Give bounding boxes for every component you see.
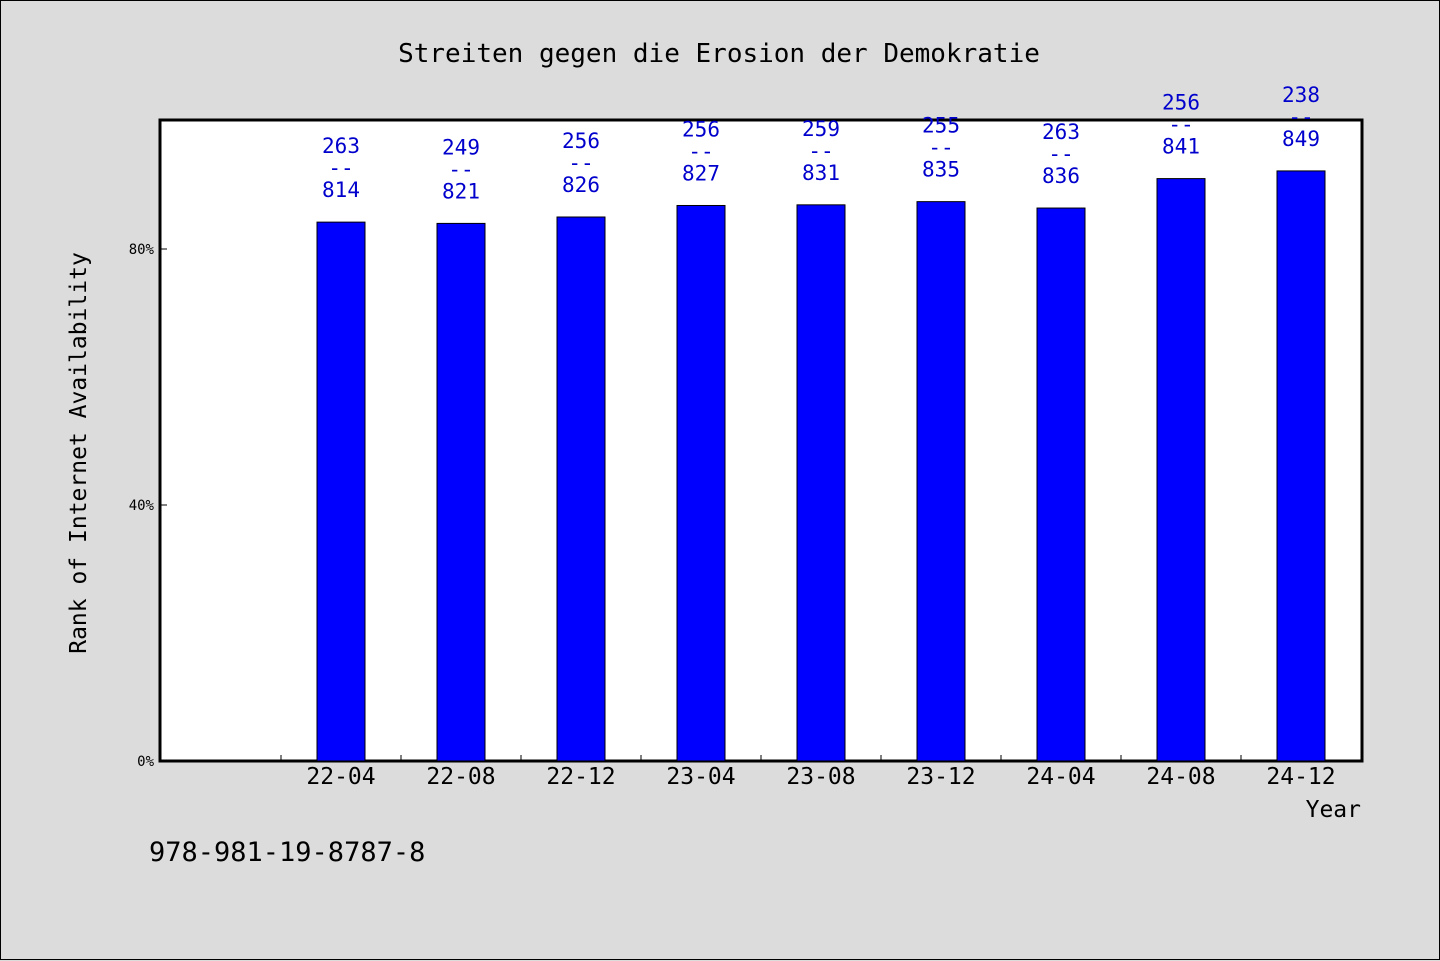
x-tick-label: 24-04 — [1026, 764, 1095, 790]
bar — [1276, 170, 1326, 762]
x-tick-label: 22-08 — [426, 764, 495, 790]
y-tick-label: 0% — [137, 754, 154, 770]
data-label: 238 — [1282, 83, 1320, 107]
data-label: 827 — [682, 161, 720, 185]
data-label: 814 — [322, 178, 360, 202]
data-label: -- — [1168, 113, 1193, 137]
data-label: 259 — [802, 117, 840, 141]
data-label: 836 — [1042, 164, 1080, 188]
y-axis-ticks: 0% 40% 80% — [129, 242, 167, 770]
data-label: 841 — [1162, 135, 1200, 159]
data-label: 255 — [922, 114, 960, 138]
data-label: 249 — [442, 135, 480, 159]
y-axis-label: Rank of Internet Availability — [66, 252, 92, 654]
data-label: 263 — [322, 134, 360, 158]
data-label: -- — [1048, 142, 1073, 166]
data-label: -- — [448, 157, 473, 181]
x-tick-label: 24-12 — [1266, 764, 1335, 790]
x-tick-label: 24-08 — [1146, 764, 1215, 790]
bar — [316, 221, 366, 762]
x-tick-label: 23-12 — [906, 764, 975, 790]
data-label: 831 — [802, 161, 840, 185]
data-label: 835 — [922, 158, 960, 182]
y-tick-label: 40% — [129, 498, 155, 514]
bar — [796, 204, 846, 762]
x-tick-label: 22-04 — [306, 764, 375, 790]
data-label: 821 — [442, 179, 480, 203]
x-axis-ticks: 22-04 22-08 22-12 23-04 23-08 23-12 24-04 24-08… — [280, 755, 1362, 790]
bar — [556, 216, 606, 762]
data-label: -- — [568, 151, 593, 175]
data-label: -- — [328, 156, 353, 180]
data-label: -- — [808, 139, 833, 163]
data-label: -- — [688, 139, 713, 163]
data-labels-group: 263--814249--821256--826256--827259--831… — [322, 83, 1320, 203]
footer-code: 978-981-19-8787-8 — [149, 837, 426, 868]
data-label: 826 — [562, 173, 600, 197]
x-tick-label: 23-08 — [786, 764, 855, 790]
data-label: 256 — [682, 117, 720, 141]
bars-group — [316, 170, 1326, 762]
bar — [676, 204, 726, 762]
data-label: -- — [1288, 105, 1313, 129]
bar — [436, 222, 486, 762]
chart-title: Streiten gegen die Erosion der Demokrati… — [398, 39, 1040, 69]
y-tick-label: 80% — [129, 242, 155, 258]
data-label: -- — [928, 136, 953, 160]
bar — [1036, 207, 1086, 762]
x-axis-label: Year — [1306, 797, 1361, 823]
data-label: 849 — [1282, 127, 1320, 151]
data-label: 256 — [1162, 91, 1200, 115]
data-label: 256 — [562, 129, 600, 153]
bar — [916, 201, 966, 762]
x-tick-label: 23-04 — [666, 764, 735, 790]
x-tick-label: 22-12 — [546, 764, 615, 790]
data-label: 263 — [1042, 120, 1080, 144]
bar — [1156, 178, 1206, 762]
